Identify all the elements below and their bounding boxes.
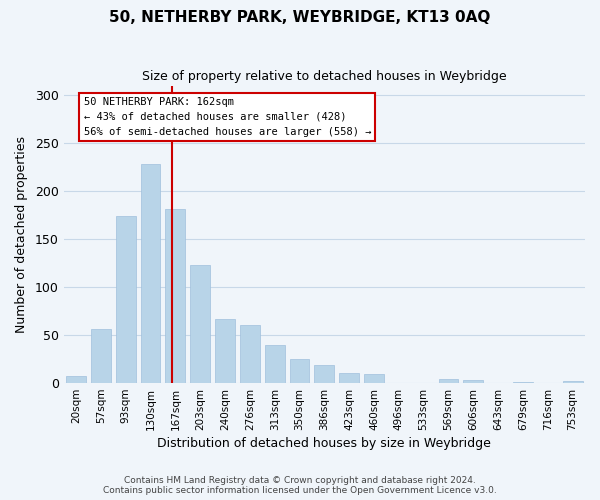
Bar bbox=[364, 374, 384, 383]
Bar bbox=[166, 210, 185, 383]
Bar bbox=[314, 365, 334, 383]
Bar bbox=[116, 216, 136, 383]
Text: 50 NETHERBY PARK: 162sqm
← 43% of detached houses are smaller (428)
56% of semi-: 50 NETHERBY PARK: 162sqm ← 43% of detach… bbox=[83, 97, 371, 136]
Bar bbox=[91, 330, 111, 383]
Bar bbox=[513, 382, 533, 383]
Bar bbox=[563, 381, 583, 383]
Bar bbox=[240, 324, 260, 383]
Bar bbox=[215, 319, 235, 383]
Title: Size of property relative to detached houses in Weybridge: Size of property relative to detached ho… bbox=[142, 70, 506, 83]
Bar bbox=[66, 376, 86, 383]
Bar bbox=[439, 379, 458, 383]
X-axis label: Distribution of detached houses by size in Weybridge: Distribution of detached houses by size … bbox=[157, 437, 491, 450]
Bar bbox=[140, 164, 160, 383]
Text: Contains HM Land Registry data © Crown copyright and database right 2024.
Contai: Contains HM Land Registry data © Crown c… bbox=[103, 476, 497, 495]
Bar bbox=[463, 380, 483, 383]
Text: 50, NETHERBY PARK, WEYBRIDGE, KT13 0AQ: 50, NETHERBY PARK, WEYBRIDGE, KT13 0AQ bbox=[109, 10, 491, 25]
Y-axis label: Number of detached properties: Number of detached properties bbox=[15, 136, 28, 333]
Bar bbox=[339, 374, 359, 383]
Bar bbox=[190, 265, 210, 383]
Bar bbox=[290, 359, 310, 383]
Bar bbox=[265, 344, 284, 383]
